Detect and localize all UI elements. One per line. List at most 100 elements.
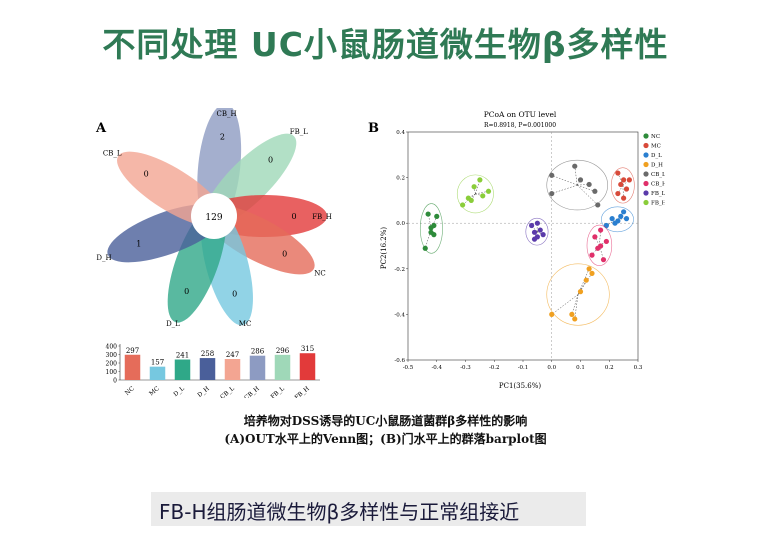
pcoa-legend: NC MC D_L D_H CB_L CB_H FB_L FB_H [643,133,665,207]
spider-line [622,185,624,199]
pcoa-ytick: -0.6 [394,358,405,364]
point-d-l [603,222,609,229]
legend-dot-mc [643,142,649,149]
spider-line [617,172,624,186]
bar-value: 247 [226,351,239,359]
bar-cb-h [249,355,266,380]
conclusion-text: FB-H组肠道微生物β多样性与正常组接近 [159,500,520,524]
bar-ytick: 400 [106,344,118,351]
legend-dot-d-l [643,152,649,158]
legend-label-nc: NC [651,134,660,140]
venn-label-nc: NC [314,269,325,277]
spider-line [577,184,595,192]
pcoa-xtick: 0.2 [605,365,614,371]
point-cb-l [577,177,584,183]
legend-dot-cb-h [643,180,649,187]
point-mc [626,177,632,183]
venn-count-cb-h: 2 [220,132,225,141]
pcoa-xlabel: PC1(35.6%) [499,382,541,390]
pcoa-xtick: 0.0 [547,365,556,371]
panel-b-label: B [368,121,379,136]
legend-dot-fb-l [643,190,649,196]
venn-count-fb-l: 0 [268,155,273,164]
spider-line [606,219,618,226]
spider-line [551,294,579,315]
point-nc [425,211,431,217]
point-cb-l [549,190,555,197]
panel-a-label: A [95,121,107,136]
spider-line [574,294,579,319]
pcoa-xtick: -0.3 [460,365,471,371]
ellipse-fb-h [456,174,494,214]
bar-category: D_H [196,385,210,398]
conclusion-banner: FB-H组肠道微生物β多样性与正常组接近 [151,492,586,526]
pcoa-ytick: 0.0 [396,221,405,227]
point-cb-l [572,163,578,169]
bar-category: CB_L [219,385,236,398]
pcoa-xtick: 0.3 [634,365,643,371]
venn-labels: 2 CB_H 0 FB_L 0 FB_H 0 NC 0 MC 0 D_L 1 D_H 0 CB_L [96,110,331,328]
point-d-l [612,220,618,226]
point-d-h [583,277,589,283]
point-d-h [577,289,584,295]
point-cb-h [598,227,604,233]
point-d-h [589,270,595,276]
bar-value: 297 [126,347,139,355]
spider-line [577,184,598,206]
page-title: 不同处理 UC小鼠肠道微生物β多样性 [102,25,669,64]
pcoa-ytick: 0.4 [396,130,405,136]
bar-d-l [174,359,191,380]
caption-line-1: 培养物对DSS诱导的UC小鼠肠道菌群β多样性的影响 [243,414,528,428]
point-nc [422,245,428,251]
bar-ytick: 300 [106,352,118,359]
pcoa-plot: -0.5 -0.4 -0.3 -0.2 -0.1 0.0 0.1 0.2 0.3 0.4 0.2 0.… [394,130,642,371]
spider-line [571,294,579,315]
point-mc [621,177,627,183]
spider-line [551,184,578,194]
bar-category: MC [148,385,161,398]
legend-label-mc: MC [651,144,661,150]
pcoa-xtick: 0.1 [576,365,585,371]
point-nc [434,213,440,219]
point-fb-l [531,236,538,242]
point-cb-l [549,172,555,178]
figure: A 2 CB_H 0 FB_L 0 FB_H 0 NC 0 MC 0 D_L 1 D_H 0 CB_L 129… [95,108,665,398]
point-nc [428,229,434,235]
bar-category: CB_H [243,385,261,398]
venn-count-d-h: 1 [136,239,141,248]
point-mc [621,195,627,201]
bar-category: NC [124,385,136,397]
legend-dot-fb-h [643,199,649,206]
point-fb-l [540,232,546,238]
legend-dot-d-h [643,161,649,168]
legend-dot-cb-l [643,171,649,177]
legend-label-cb-l: CB_L [651,172,665,178]
point-fb-h [480,193,486,199]
bar-cb-l [224,359,241,380]
point-mc [618,181,624,188]
pcoa-ytick: -0.4 [394,312,405,318]
point-d-l [609,216,615,222]
point-fb-h [485,188,492,194]
bar-fb-h [299,353,316,380]
venn-count-cb-l: 0 [144,170,149,179]
venn-center [191,193,237,239]
point-nc [431,222,437,229]
point-mc [615,170,621,176]
legend-dot-nc [643,133,649,139]
bar-nc [124,354,141,380]
point-d-l [618,213,624,219]
ellipse-mc [610,167,635,204]
point-d-l [623,216,630,222]
point-fb-h [477,177,483,183]
bar-ytick: 0 [113,378,117,385]
venn-count-fb-h: 0 [291,212,296,221]
legend-label-fb-h: FB_H [651,201,665,207]
bar-value: 258 [201,350,214,358]
point-fb-h [468,197,474,203]
spider-line [577,179,581,186]
bar-value: 315 [301,345,314,353]
venn-count-mc: 0 [232,289,237,298]
legend-label-d-l: D_L [651,153,662,159]
